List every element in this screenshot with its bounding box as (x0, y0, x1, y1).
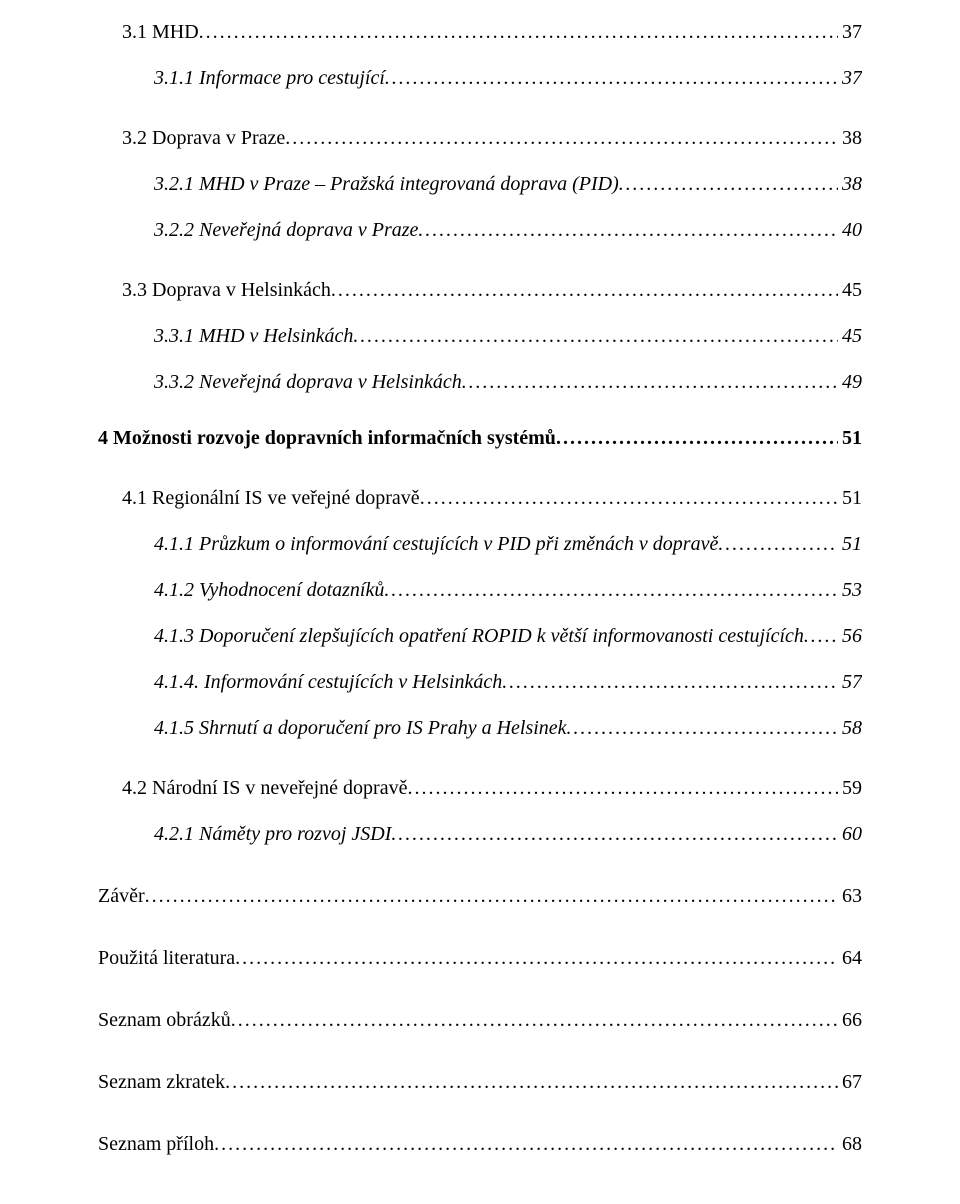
toc-entry-page: 63 (838, 882, 862, 910)
toc-entry: 3.2 Doprava v Praze 38 (122, 124, 862, 152)
toc-entry-label: 4.1.5 Shrnutí a doporučení pro IS Prahy … (154, 714, 567, 742)
toc-entry: 4.1.4. Informování cestujících v Helsink… (154, 668, 862, 696)
toc-entry-page: 37 (838, 18, 862, 46)
toc-entry: 4.1.3 Doporučení zlepšujících opatření R… (154, 622, 862, 650)
toc-entry-page: 56 (838, 622, 862, 650)
toc-entry-label: Seznam zkratek (98, 1068, 225, 1096)
toc-leader-dots (199, 18, 838, 46)
toc-leader-dots (718, 530, 838, 558)
toc-entry: Seznam obrázků 66 (98, 1006, 862, 1034)
toc-leader-dots (285, 124, 838, 152)
toc-entry-label: 3.3.1 MHD v Helsinkách (154, 322, 353, 350)
toc-entry: 4.2 Národní IS v neveřejné dopravě 59 (122, 774, 862, 802)
toc-entry-page: 45 (838, 322, 862, 350)
toc-entry: Použitá literatura 64 (98, 944, 862, 972)
toc-entry-page: 51 (838, 530, 862, 558)
toc-entry-page: 66 (838, 1006, 862, 1034)
toc-leader-dots (214, 1130, 838, 1158)
toc-entry-label: 3.2 Doprava v Praze (122, 124, 285, 152)
toc-entry: 4 Možnosti rozvoje dopravních informační… (98, 424, 862, 452)
toc-leader-dots (502, 668, 838, 696)
toc-leader-dots (235, 944, 838, 972)
toc-leader-dots (385, 64, 838, 92)
toc-entry: 3.2.2 Neveřejná doprava v Praze 40 (154, 216, 862, 244)
toc-entry-page: 58 (838, 714, 862, 742)
toc-entry-page: 59 (838, 774, 862, 802)
toc-entry-page: 51 (838, 424, 862, 452)
toc-entry-label: Použitá literatura (98, 944, 235, 972)
toc-entry-label: 4.2 Národní IS v neveřejné dopravě (122, 774, 407, 802)
toc-entry-label: 4 Možnosti rozvoje dopravních informační… (98, 424, 556, 452)
toc-entry: 3.1 MHD 37 (122, 18, 862, 46)
toc-leader-dots (231, 1006, 838, 1034)
toc-entry-page: 40 (838, 216, 862, 244)
toc-leader-dots (462, 368, 838, 396)
toc-entry-label: 3.1 MHD (122, 18, 199, 46)
toc-entry-label: 3.3.2 Neveřejná doprava v Helsinkách (154, 368, 462, 396)
toc-leader-dots (556, 424, 838, 452)
toc-entry-label: 4.1.2 Vyhodnocení dotazníků (154, 576, 384, 604)
toc-entry: 3.1.1 Informace pro cestující 37 (154, 64, 862, 92)
toc-entry-label: Seznam obrázků (98, 1006, 231, 1034)
toc-entry: 3.3.2 Neveřejná doprava v Helsinkách 49 (154, 368, 862, 396)
toc-entry-page: 37 (838, 64, 862, 92)
toc-entry-label: 4.1.4. Informování cestujících v Helsink… (154, 668, 502, 696)
toc-entry-page: 45 (838, 276, 862, 304)
toc-entry-page: 68 (838, 1130, 862, 1158)
toc-entry-label: 3.1.1 Informace pro cestující (154, 64, 385, 92)
toc-entry: 4.1 Regionální IS ve veřejné dopravě 51 (122, 484, 862, 512)
toc-leader-dots (384, 576, 838, 604)
toc-entry-label: 3.2.2 Neveřejná doprava v Praze (154, 216, 418, 244)
table-of-contents: 3.1 MHD 37 3.1.1 Informace pro cestující 37… (98, 18, 862, 1158)
toc-entry: Seznam zkratek 67 (98, 1068, 862, 1096)
toc-entry: 4.2.1 Náměty pro rozvoj JSDI 60 (154, 820, 862, 848)
toc-entry-label: 4.1.1 Průzkum o informování cestujících … (154, 530, 718, 558)
toc-leader-dots (804, 622, 838, 650)
toc-entry-page: 38 (838, 170, 862, 198)
toc-leader-dots (225, 1068, 838, 1096)
toc-entry: 4.1.2 Vyhodnocení dotazníků 53 (154, 576, 862, 604)
toc-leader-dots (407, 774, 838, 802)
toc-leader-dots (145, 882, 838, 910)
toc-entry: 4.1.1 Průzkum o informování cestujících … (154, 530, 862, 558)
toc-leader-dots (567, 714, 838, 742)
toc-entry-page: 67 (838, 1068, 862, 1096)
toc-entry-label: 3.2.1 MHD v Praze – Pražská integrovaná … (154, 170, 619, 198)
toc-entry: 3.3.1 MHD v Helsinkách 45 (154, 322, 862, 350)
toc-leader-dots (418, 216, 838, 244)
toc-leader-dots (420, 484, 838, 512)
toc-entry-label: Závěr (98, 882, 145, 910)
toc-entry-page: 51 (838, 484, 862, 512)
toc-entry: Závěr 63 (98, 882, 862, 910)
toc-entry-page: 60 (838, 820, 862, 848)
toc-entry-label: Seznam příloh (98, 1130, 214, 1158)
toc-entry: 3.2.1 MHD v Praze – Pražská integrovaná … (154, 170, 862, 198)
toc-entry-label: 4.2.1 Náměty pro rozvoj JSDI (154, 820, 391, 848)
toc-entry-page: 53 (838, 576, 862, 604)
toc-entry-page: 64 (838, 944, 862, 972)
toc-entry-page: 57 (838, 668, 862, 696)
toc-entry-label: 4.1.3 Doporučení zlepšujících opatření R… (154, 622, 804, 650)
toc-entry-page: 38 (838, 124, 862, 152)
toc-entry: 4.1.5 Shrnutí a doporučení pro IS Prahy … (154, 714, 862, 742)
toc-entry: Seznam příloh 68 (98, 1130, 862, 1158)
toc-leader-dots (353, 322, 838, 350)
toc-entry-label: 3.3 Doprava v Helsinkách (122, 276, 331, 304)
toc-entry-label: 4.1 Regionální IS ve veřejné dopravě (122, 484, 420, 512)
toc-leader-dots (391, 820, 838, 848)
toc-leader-dots (619, 170, 838, 198)
toc-leader-dots (331, 276, 838, 304)
toc-entry-page: 49 (838, 368, 862, 396)
toc-entry: 3.3 Doprava v Helsinkách 45 (122, 276, 862, 304)
